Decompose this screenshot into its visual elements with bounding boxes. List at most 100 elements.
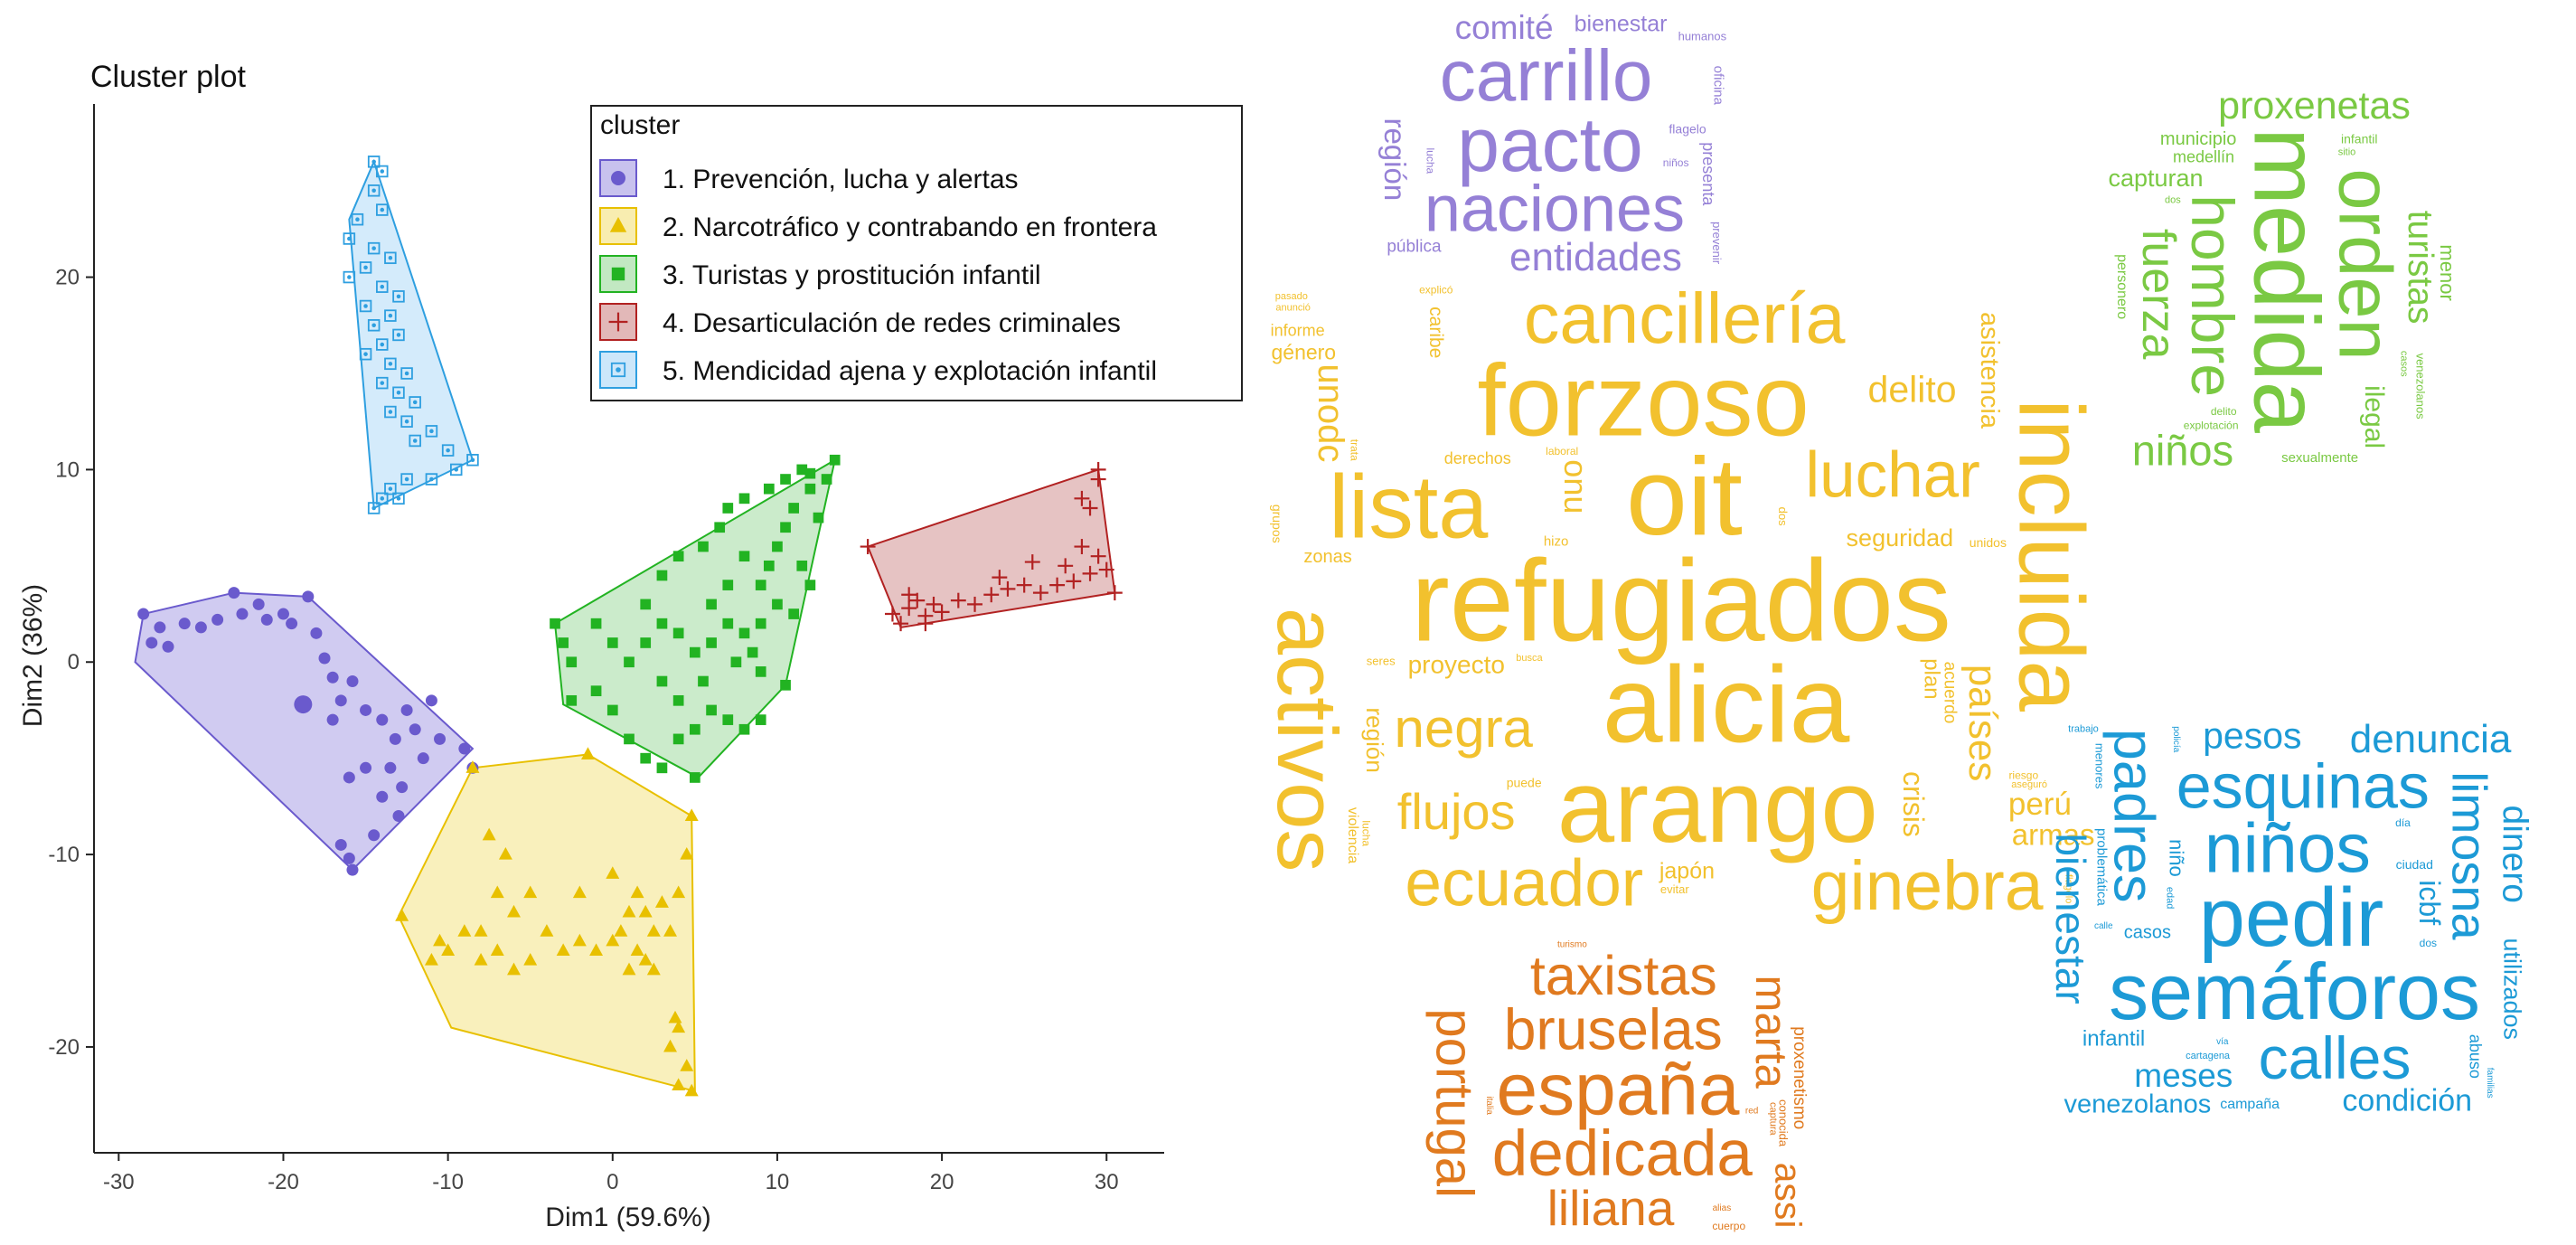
cloud-word-2-4: alicia: [1603, 644, 1850, 765]
cluster-5-hull: [348, 159, 475, 510]
cluster-1-point-6: [194, 621, 207, 634]
cluster-3-point-30: [714, 522, 726, 533]
cluster-2-point-38: [672, 1078, 686, 1091]
cloud-word-5-25: venezolanos: [2064, 1090, 2211, 1119]
cloud-word-5-22: condición: [2342, 1084, 2472, 1118]
cloud-word-2-25: luchar: [1805, 439, 1979, 511]
legend-title: cluster: [600, 110, 680, 140]
cluster-2-point-9: [441, 943, 456, 957]
cluster-plot: Cluster plot -30 -20 -10 0 10 20 30 -20 -10 0 10 20…: [18, 60, 1243, 1232]
cluster-1-point-1: [137, 608, 150, 620]
cluster-4-point-21: [1074, 539, 1090, 554]
cluster-3-point-1: [550, 618, 560, 629]
cluster-1-point-33: [368, 829, 381, 842]
cloud-word-1-4: carrillo: [1440, 35, 1653, 116]
cluster-5-point-30: [449, 463, 463, 476]
cluster-3-point-33: [763, 483, 775, 495]
legend: cluster 1. Prevención, lucha y alertas 2.…: [590, 105, 1243, 401]
cloud-word-2-50: crisis: [1897, 771, 1930, 837]
cloud-word-2-79: evitar: [1660, 882, 1689, 896]
cluster-4-point-29: [917, 616, 934, 632]
cluster-3-point-59: [755, 618, 766, 629]
cloud-word-1-6: naciones: [1424, 173, 1685, 245]
cluster-3-point-2: [558, 637, 569, 648]
cloud-word-2-78: seres: [1367, 654, 1396, 667]
cloud-word-5-43: trabajo: [2068, 724, 2099, 735]
cluster-1-point-27: [458, 742, 471, 755]
cluster-1-point-18: [334, 694, 347, 707]
cluster-points: [137, 156, 1123, 1097]
cluster-2-point-20: [614, 924, 628, 937]
cluster-1-point-3: [154, 621, 166, 634]
cluster-1-point-19: [346, 675, 359, 688]
cluster-2-point-14: [523, 953, 538, 966]
cloud-word-5-31: casos: [2124, 922, 2171, 942]
cluster-3-point-17: [780, 679, 791, 691]
cloud-word-2-82: riesgo: [2008, 769, 2038, 781]
cluster-4-point-9: [950, 592, 966, 608]
cloud-word-4-42: turismo: [1557, 939, 1587, 949]
cloud-word-5-23: icbf: [2413, 880, 2446, 925]
cloud-word-5-38: menores: [2093, 743, 2107, 789]
cloud-word-4-39: alias: [1713, 1203, 1732, 1213]
cluster-4-point-25: [1090, 461, 1106, 477]
cluster-2-point-3: [498, 846, 512, 860]
cluster-1-point-13: [286, 618, 298, 630]
cloud-word-5-47: familias: [2485, 1068, 2495, 1099]
chart-title: Cluster plot: [90, 60, 247, 94]
cloud-word-5-11: padres: [2101, 729, 2165, 903]
cluster-5-point-35: [367, 502, 381, 514]
cloud-word-5-20: dinero: [2495, 806, 2534, 903]
cluster-5-point-6: [343, 232, 356, 245]
legend-label-4: 4. Desarticulación de redes criminales: [663, 308, 1121, 338]
cluster-2-point-36: [663, 1039, 678, 1052]
cluster-4-point-30: [901, 587, 917, 603]
cluster-5-point-19: [384, 357, 397, 371]
legend-marker-5: [610, 362, 626, 378]
cluster-1-point-30: [360, 761, 372, 774]
cluster-2-point-43: [646, 962, 661, 976]
cluster-2-point-35: [672, 1020, 686, 1033]
cloud-word-2-55: seguridad: [1847, 524, 1954, 552]
cloud-word-3-26: venezolanos: [2413, 354, 2427, 420]
cluster-2-point-21: [622, 904, 636, 918]
cloud-word-2-41: países: [1960, 665, 2005, 782]
cluster-1-hull: [134, 591, 475, 872]
cloud-word-2-6: arango: [1557, 750, 1878, 864]
cluster-2-point-32: [580, 747, 595, 759]
cloud-word-2-71: violencia: [1345, 807, 1360, 863]
legend-box: [590, 105, 1243, 401]
cluster-4-point-22: [1082, 500, 1098, 516]
cluster-3-point-6: [606, 704, 618, 716]
cluster-2-point-31: [638, 953, 653, 966]
cloud-word-2-54: proyecto: [1408, 651, 1505, 679]
cluster-3-point-26: [640, 599, 652, 610]
cluster-1-point-23: [400, 703, 413, 716]
y-tick-label: 0: [68, 650, 80, 674]
cloud-word-5-34: campaña: [2220, 1097, 2280, 1112]
cluster-1-point-31: [376, 790, 389, 803]
cluster-5-point-5: [351, 212, 364, 226]
cloud-word-2-84: explicó: [1419, 284, 1453, 297]
cluster-4-point-18: [1098, 561, 1114, 578]
cluster-4-point-12: [1000, 580, 1016, 597]
cluster-3-point-24: [672, 627, 684, 639]
cloud-word-5-37: ciudad: [2396, 857, 2433, 872]
word-cloud-panel: pacto carrillo naciones entidades comité regi…: [1247, 0, 2576, 1245]
cloud-word-5-40: día: [2395, 816, 2411, 829]
cluster-3-point-37: [788, 503, 800, 514]
cloud-word-2-63: zonas: [1303, 547, 1351, 567]
legend-label-1: 1. Prevención, lucha y alertas: [663, 165, 1019, 194]
cloud-word-2-56: región: [1361, 708, 1388, 773]
cluster-5-point-4: [376, 203, 389, 216]
cloud-word-2-81: laboral: [1546, 445, 1578, 457]
cluster-2-point-5: [474, 924, 488, 937]
cloud-word-2-60: género: [1271, 340, 1336, 363]
cloud-word-2-66: derechos: [1444, 449, 1511, 467]
cluster-2-point-39: [684, 1083, 699, 1097]
cloud-word-2-49: armas: [2012, 818, 2095, 852]
cloud-word-2-24: ecuador: [1405, 846, 1643, 920]
